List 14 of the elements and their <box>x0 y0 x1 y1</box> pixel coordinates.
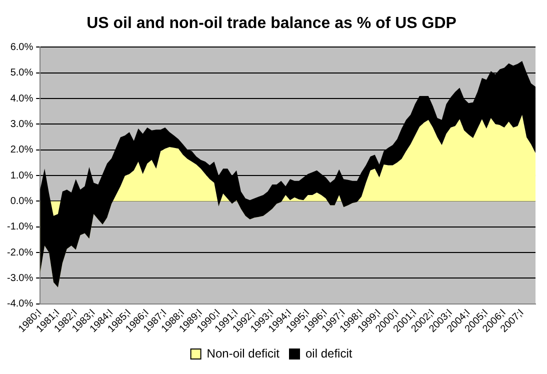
y-tick-label: 5.0% <box>10 68 34 79</box>
y-tick-label: 3.0% <box>10 118 34 130</box>
y-tick-label: 2.0% <box>10 144 34 156</box>
y-tick-label: 1.0% <box>10 170 34 182</box>
legend-label: Non-oil deficit <box>206 346 280 360</box>
y-tick-label: -1.0% <box>7 222 34 233</box>
y-tick-label: 0.0% <box>10 196 34 207</box>
y-tick-label: -2.0% <box>7 247 34 258</box>
chart-title: US oil and non-oil trade balance as % of US GDP <box>86 15 457 32</box>
legend-label: oil deficit <box>306 346 353 360</box>
y-tick-label: -3.0% <box>7 272 34 284</box>
y-tick-label: -4.0% <box>7 298 34 310</box>
y-tick-label: 6.0% <box>10 42 34 53</box>
y-tick-label: 4.0% <box>10 93 34 104</box>
